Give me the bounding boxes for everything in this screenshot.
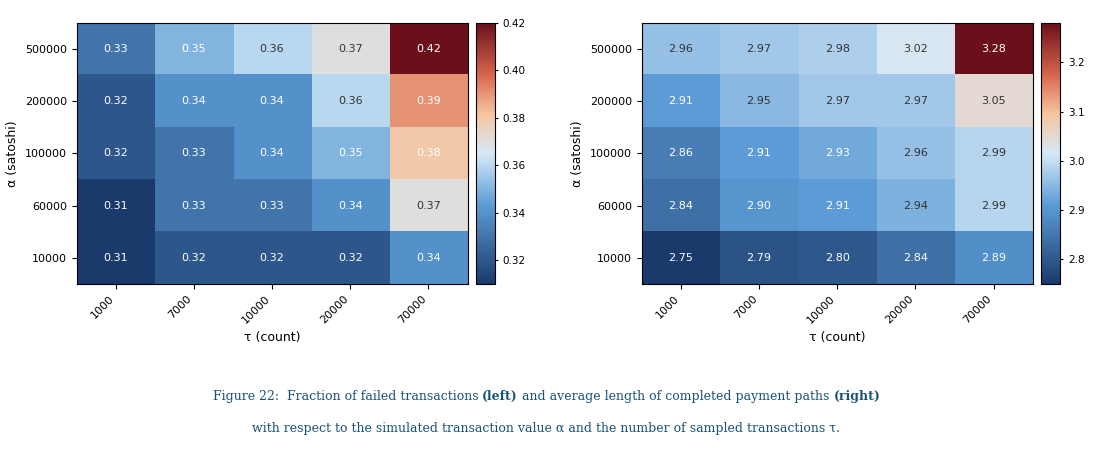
Text: and average length of completed payment paths: and average length of completed payment …: [518, 390, 834, 403]
Text: 0.34: 0.34: [260, 96, 284, 106]
Text: 0.35: 0.35: [181, 44, 207, 54]
Text: 2.75: 2.75: [668, 253, 693, 263]
Text: 0.33: 0.33: [104, 44, 128, 54]
Text: 2.94: 2.94: [903, 201, 928, 211]
Text: 0.32: 0.32: [103, 148, 128, 158]
Text: 2.98: 2.98: [824, 44, 849, 54]
Text: 0.36: 0.36: [260, 44, 284, 54]
Text: 2.93: 2.93: [825, 148, 849, 158]
Text: 0.33: 0.33: [260, 201, 284, 211]
Text: 3.05: 3.05: [982, 96, 1006, 106]
Text: 0.32: 0.32: [103, 96, 128, 106]
Text: 2.80: 2.80: [825, 253, 849, 263]
Text: Figure 22:  Fraction of failed transactions: Figure 22: Fraction of failed transactio…: [213, 390, 482, 403]
Text: 0.37: 0.37: [416, 201, 440, 211]
Text: 2.91: 2.91: [825, 201, 849, 211]
Text: 0.33: 0.33: [181, 201, 207, 211]
Text: 0.34: 0.34: [338, 201, 363, 211]
Text: 0.31: 0.31: [104, 253, 128, 263]
Text: 0.42: 0.42: [416, 44, 440, 54]
Text: (left): (left): [482, 390, 518, 403]
Text: 0.34: 0.34: [416, 253, 440, 263]
Text: 0.32: 0.32: [338, 253, 363, 263]
Text: 0.34: 0.34: [260, 148, 284, 158]
Text: 2.79: 2.79: [747, 253, 772, 263]
Y-axis label: α (satoshi): α (satoshi): [572, 120, 585, 187]
Text: 2.96: 2.96: [903, 148, 928, 158]
Text: 2.95: 2.95: [747, 96, 772, 106]
Text: 2.96: 2.96: [668, 44, 693, 54]
X-axis label: τ (count): τ (count): [809, 331, 866, 344]
Text: 0.32: 0.32: [181, 253, 207, 263]
Text: 0.37: 0.37: [338, 44, 363, 54]
Text: 2.91: 2.91: [668, 96, 693, 106]
Text: 0.34: 0.34: [181, 96, 207, 106]
X-axis label: τ (count): τ (count): [244, 331, 301, 344]
Text: 0.39: 0.39: [416, 96, 440, 106]
Text: 2.97: 2.97: [903, 96, 928, 106]
Text: 2.97: 2.97: [824, 96, 849, 106]
Text: 0.32: 0.32: [260, 253, 284, 263]
Text: 2.84: 2.84: [903, 253, 928, 263]
Text: 2.97: 2.97: [747, 44, 772, 54]
Text: (right): (right): [834, 390, 880, 403]
Text: 0.36: 0.36: [338, 96, 363, 106]
Text: 3.28: 3.28: [982, 44, 1006, 54]
Text: with respect to the simulated transaction value α and the number of sampled tran: with respect to the simulated transactio…: [252, 422, 841, 435]
Text: 2.99: 2.99: [982, 148, 1006, 158]
Text: 0.38: 0.38: [416, 148, 440, 158]
Text: 2.89: 2.89: [982, 253, 1006, 263]
Text: 2.90: 2.90: [747, 201, 772, 211]
Text: 0.33: 0.33: [181, 148, 207, 158]
Text: 0.31: 0.31: [104, 201, 128, 211]
Text: 2.86: 2.86: [668, 148, 693, 158]
Text: 2.99: 2.99: [982, 201, 1006, 211]
Y-axis label: α (satoshi): α (satoshi): [7, 120, 19, 187]
Text: 0.35: 0.35: [338, 148, 363, 158]
Text: 2.84: 2.84: [668, 201, 693, 211]
Text: 3.02: 3.02: [903, 44, 928, 54]
Text: 2.91: 2.91: [747, 148, 772, 158]
